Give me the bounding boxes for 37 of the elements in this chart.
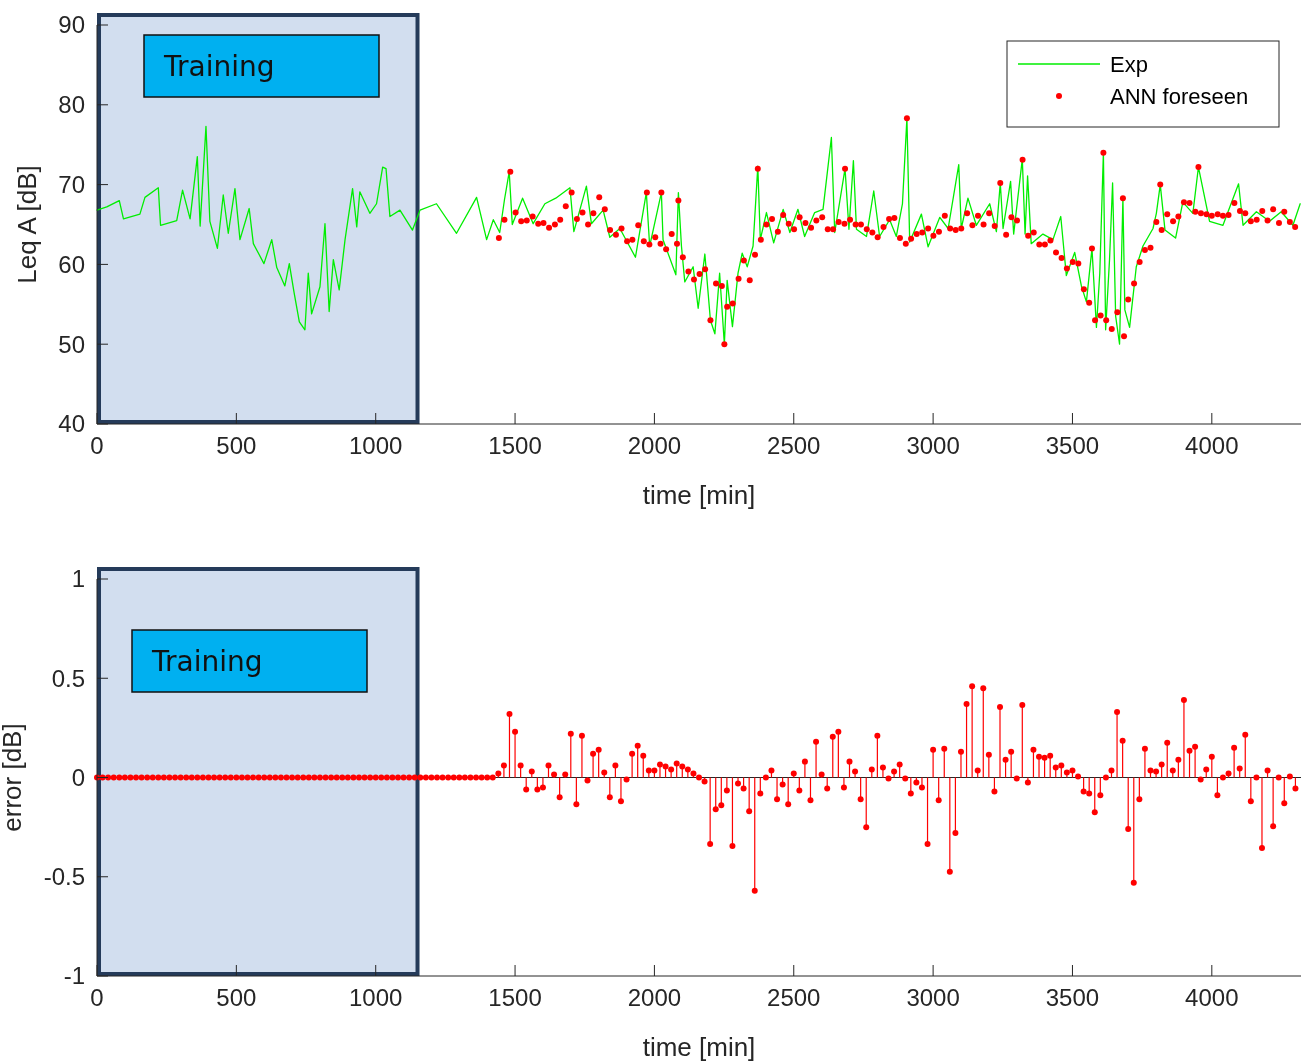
y-tick-label: 40 <box>58 410 85 438</box>
x-tick-label: 3000 <box>906 432 960 459</box>
x-tick-label: 2000 <box>627 984 682 1011</box>
x-tick-label: 4000 <box>1185 432 1239 459</box>
x-tick-label: 500 <box>216 984 257 1011</box>
x-axis-title: time [min] <box>642 1032 756 1062</box>
y-tick-label: -1 <box>63 962 85 990</box>
x-tick-label: 0 <box>90 984 104 1011</box>
x-tick-label: 1000 <box>349 984 403 1011</box>
x-tick-label: 3500 <box>1045 432 1100 459</box>
band-label: Training <box>151 644 263 678</box>
y-tick-label: 0 <box>71 763 85 791</box>
x-tick-label: 500 <box>216 432 257 459</box>
x-tick-label: 4000 <box>1185 984 1239 1011</box>
y-tick-label: -0.5 <box>43 863 85 891</box>
y-tick-label: 80 <box>58 91 85 119</box>
y-tick-label: 50 <box>58 330 85 358</box>
x-tick-label: 2000 <box>627 432 682 459</box>
y-tick-label: 0.5 <box>51 664 85 692</box>
x-tick-label: 2500 <box>767 984 821 1011</box>
band-label: Training <box>163 49 275 83</box>
x-tick-label: 3000 <box>906 984 960 1011</box>
legend-label: ANN foreseen <box>1110 83 1249 109</box>
y-tick-label: 70 <box>58 171 85 198</box>
x-tick-label: 1500 <box>488 984 542 1011</box>
x-tick-label: 1000 <box>349 432 403 459</box>
x-tick-label: 0 <box>90 432 104 459</box>
x-tick-label: 2500 <box>767 432 821 459</box>
legend-label: Exp <box>1110 51 1148 77</box>
y-axis-title: Leq A [dB] <box>12 165 42 284</box>
y-tick-label: 90 <box>58 11 85 39</box>
x-tick-label: 1500 <box>488 432 542 459</box>
y-axis-title: error [dB] <box>0 723 27 832</box>
y-tick-label: 1 <box>71 565 85 593</box>
y-tick-label: 60 <box>58 250 85 278</box>
x-tick-label: 3500 <box>1045 984 1100 1011</box>
x-axis-title: time [min] <box>642 480 756 510</box>
